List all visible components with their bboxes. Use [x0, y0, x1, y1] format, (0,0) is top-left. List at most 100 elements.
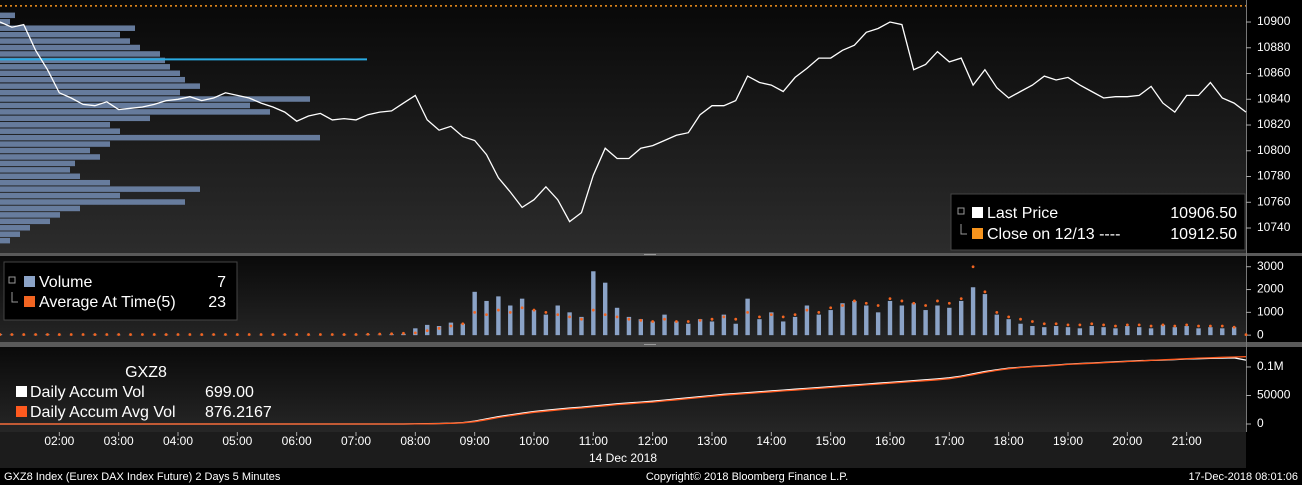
average-dot	[710, 317, 714, 321]
profile-bar	[0, 192, 120, 199]
volume-bar	[531, 310, 537, 336]
legend-glyph	[11, 292, 18, 303]
profile-bar	[0, 109, 270, 115]
x-tick-label: 12:00	[638, 434, 668, 448]
x-tick-label: 16:00	[875, 434, 905, 448]
profile-bar	[0, 31, 120, 38]
volume-bar	[816, 314, 821, 336]
volume-bar	[1208, 327, 1213, 336]
average-dot	[508, 310, 512, 314]
average-dot	[402, 331, 405, 335]
y-tick-label: 0.1M	[1257, 359, 1284, 373]
average-dot	[1197, 324, 1200, 328]
volume-bar	[1030, 326, 1035, 336]
volume-bar	[567, 312, 572, 336]
average-dot	[378, 332, 382, 336]
profile-bar	[0, 64, 170, 70]
legend-value: 10912.50	[1170, 226, 1237, 243]
average-dot	[22, 333, 26, 336]
average-dot	[283, 333, 287, 336]
volume-bar	[1018, 323, 1023, 336]
legend-box	[3, 261, 238, 321]
average-dot	[259, 333, 263, 336]
legend-label: Volume	[39, 274, 92, 291]
average-dot	[1220, 324, 1224, 328]
legend-glyph	[957, 207, 965, 215]
average-dot	[663, 317, 666, 321]
profile-bar	[0, 199, 185, 205]
volume-bar	[828, 310, 833, 336]
volume-bar	[804, 305, 810, 336]
average-dot	[1161, 323, 1165, 327]
y-tick-label: 2000	[1257, 282, 1284, 296]
average-dot	[603, 313, 607, 317]
average-dot	[758, 315, 761, 319]
panel-title: GXZ8	[125, 364, 167, 381]
volume-bar	[781, 321, 786, 336]
y-tick-label: 10900	[1257, 14, 1291, 28]
average-dot	[105, 333, 109, 336]
volume-bar	[864, 305, 869, 336]
profile-bar	[0, 212, 60, 218]
volume-bar	[1006, 319, 1011, 336]
average-dot	[769, 313, 773, 317]
average-dot	[947, 301, 951, 305]
average-dot	[1114, 324, 1117, 328]
average-dot	[425, 329, 429, 332]
average-dot	[295, 333, 299, 336]
average-dot	[1185, 323, 1189, 327]
average-dot	[746, 310, 749, 314]
average-dot	[46, 333, 49, 336]
profile-bar	[0, 167, 70, 173]
volume-bar	[840, 303, 845, 336]
average-dot	[1232, 325, 1236, 329]
profile-bar	[0, 147, 90, 154]
x-tick-label: 15:00	[816, 434, 846, 448]
volume-bar	[733, 323, 738, 336]
average-dot	[1102, 323, 1105, 327]
average-dot	[93, 333, 97, 336]
volume-bar	[603, 282, 608, 336]
average-dot	[152, 333, 156, 336]
average-dot	[864, 301, 868, 305]
y-tick-label: 10880	[1257, 40, 1291, 54]
average-dot	[627, 317, 631, 321]
profile-bar	[0, 38, 130, 44]
volume-bar	[1101, 327, 1106, 336]
average-dot	[615, 315, 619, 319]
volume-bar	[852, 300, 857, 336]
volume-bar	[994, 314, 999, 336]
legend-value: 23	[208, 294, 226, 311]
footer-right: 17-Dec-2018 08:01:06	[1189, 471, 1298, 483]
volume-bar	[626, 316, 632, 336]
x-axis-band	[0, 432, 1246, 468]
average-dot	[34, 333, 37, 336]
volume-bar	[1053, 326, 1059, 336]
volume-bar	[923, 310, 928, 336]
volume-bar	[947, 307, 952, 336]
average-dot	[912, 301, 916, 305]
average-dot	[1007, 315, 1011, 319]
average-dot	[971, 265, 975, 269]
average-dot	[1042, 322, 1046, 326]
legend-swatch	[972, 207, 983, 218]
legend-value: 699.00	[205, 384, 254, 401]
x-tick-label: 19:00	[1053, 434, 1083, 448]
volume-bar	[1042, 327, 1047, 336]
x-tick-label: 04:00	[163, 434, 193, 448]
average-dot	[1149, 324, 1153, 328]
profile-bar	[0, 134, 320, 141]
volume-bar	[448, 322, 454, 336]
average-dot	[888, 297, 892, 301]
volume-bar	[460, 323, 465, 336]
average-dot	[1054, 322, 1058, 326]
average-dot	[354, 333, 358, 336]
legend-swatch	[16, 406, 27, 417]
average-dot	[936, 299, 939, 303]
x-tick-label: 17:00	[934, 434, 964, 448]
volume-bar	[709, 321, 715, 336]
legend-label: Daily Accum Avg Vol	[30, 404, 176, 421]
average-dot	[235, 333, 239, 336]
y-tick-label: 10840	[1257, 91, 1291, 105]
